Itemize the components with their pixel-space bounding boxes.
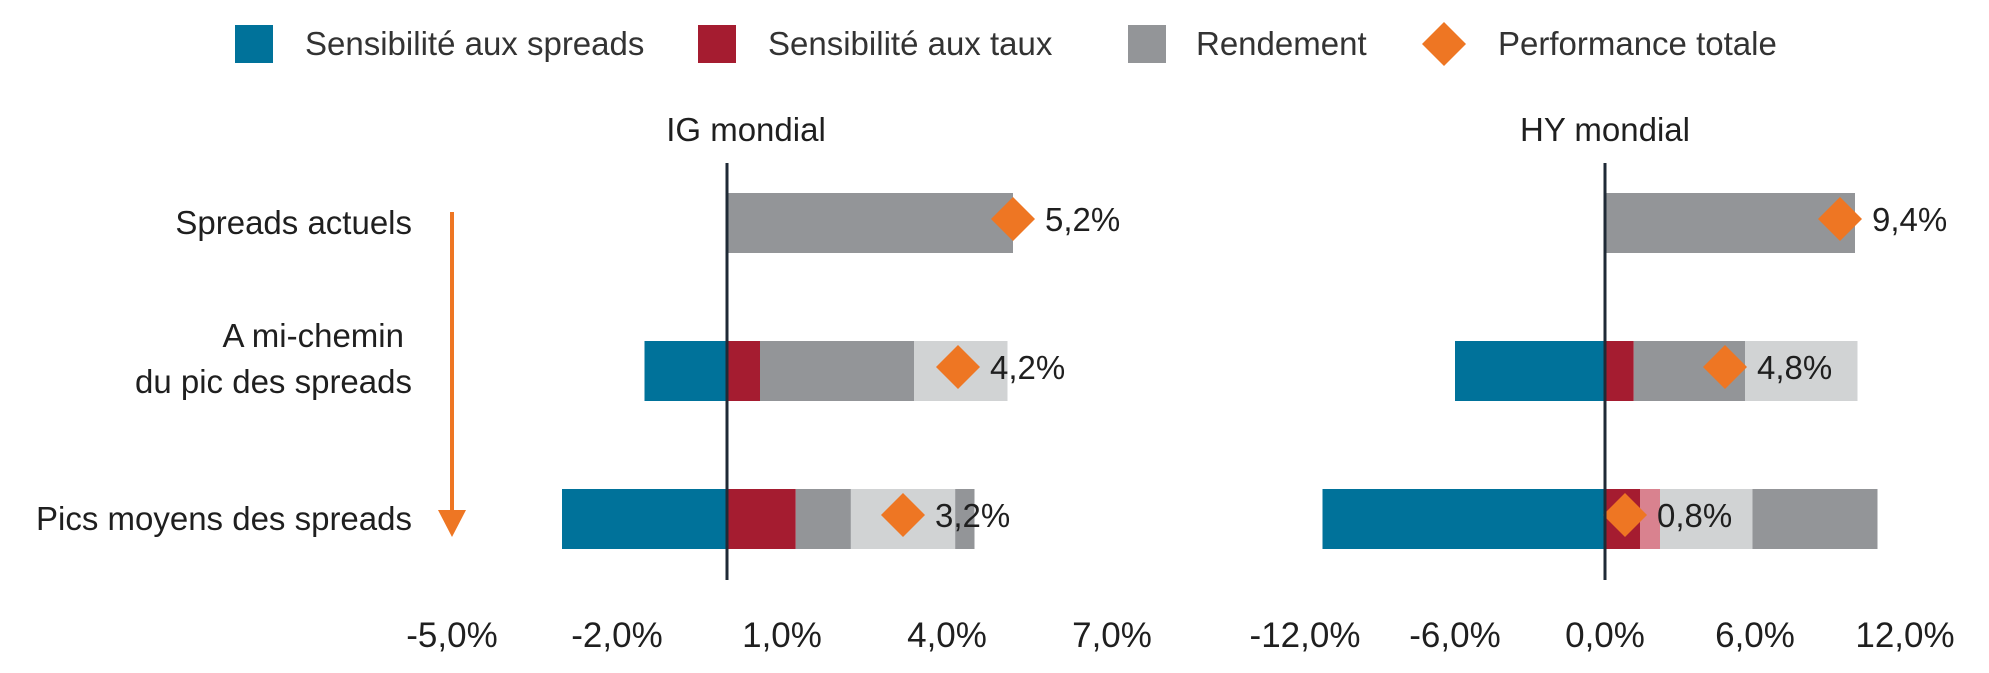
bar-rendement-light [1660,489,1753,549]
bar-sensibilite-spreads [644,341,727,401]
data-label-performance-totale: 4,2% [990,349,1065,386]
legend-swatch-1 [698,25,736,63]
x-tick-label: 0,0% [1565,616,1645,655]
bar-sensibilite-spreads [1455,341,1605,401]
bar-sensibilite-taux [727,489,796,549]
panel-ig-mondial: IG mondial 5,2% 4,2% 3,2% -5,0% -2,0% 1,0% 4,0%… [406,111,1152,655]
panel-hy-mondial: HY mondial 9,4% 4,8% 0,8% -12,0% -6,0% 0,0% 6,0… [1250,111,1955,655]
marker-performance-totale [991,197,1035,241]
bar-rendement [727,193,1013,253]
data-label-performance-totale: 3,2% [935,497,1010,534]
data-label-performance-totale: 4,8% [1757,349,1832,386]
legend-swatch-0 [235,25,273,63]
x-tick-label: 6,0% [1715,616,1795,655]
data-label-performance-totale: 9,4% [1872,201,1947,238]
legend-label: Sensibilité aux spreads [305,25,644,62]
legend-swatch-performance-totale [1422,22,1466,66]
legend: Sensibilité aux spreads Sensibilité aux t… [235,22,1777,66]
panel-title: HY mondial [1520,111,1690,148]
marker-performance-totale [881,493,925,537]
data-label-performance-totale: 5,2% [1045,201,1120,238]
x-tick-label: -12,0% [1250,616,1361,655]
bar-rendement-light [1745,341,1858,401]
x-tick-label: -2,0% [571,616,662,655]
legend-label: Rendement [1196,25,1367,62]
bar-rendement [1605,193,1855,253]
bar-sensibilite-spreads [562,489,727,549]
marker-performance-totale [1703,345,1747,389]
bar-sensibilite-spreads [1322,489,1605,549]
x-tick-label: -5,0% [406,616,497,655]
x-tick-label: 12,0% [1855,616,1954,655]
category-labels: Spreads actuels A mi-chemin du pic des spr… [36,204,412,537]
bar-sensibilite-taux [1605,341,1634,401]
marker-performance-totale [1603,493,1647,537]
x-tick-label: 1,0% [742,616,822,655]
panel-title: IG mondial [666,111,826,148]
legend-swatch-2 [1128,25,1166,63]
marker-performance-totale [1818,197,1862,241]
category-label: Pics moyens des spreads [36,500,412,537]
legend-label: Sensibilité aux taux [768,25,1053,62]
x-tick-label: 4,0% [907,616,987,655]
legend-label: Performance totale [1498,25,1777,62]
marker-performance-totale [936,345,980,389]
category-label: Spreads actuels [175,204,412,241]
data-label-performance-totale: 0,8% [1657,497,1732,534]
category-label: A mi-chemin du pic des spreads [135,317,412,400]
arrow-head-icon [438,510,466,537]
bar-sensibilite-taux-light [1640,489,1660,549]
direction-arrow [438,212,466,537]
bar-sensibilite-taux [727,341,760,401]
x-tick-label: 7,0% [1072,616,1152,655]
x-tick-label: -6,0% [1409,616,1500,655]
